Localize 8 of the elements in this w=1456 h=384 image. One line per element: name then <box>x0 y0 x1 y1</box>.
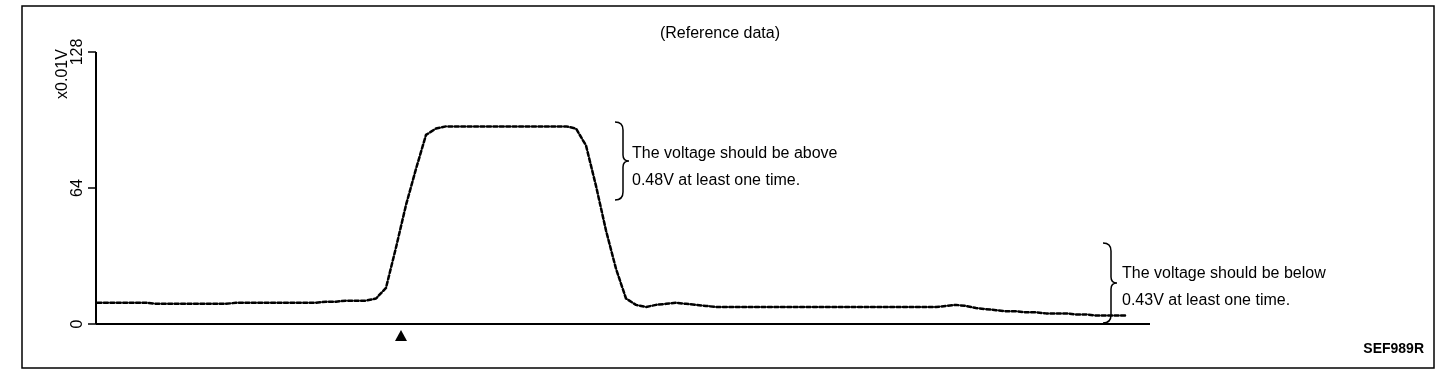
y-tick-label: 64 <box>68 179 85 197</box>
chart-title: (Reference data) <box>659 24 781 41</box>
y-tick-label: 0 <box>68 319 85 329</box>
y-tick-label: 128 <box>68 38 85 66</box>
annotation: The voltage should be above 0.48V at least one time. <box>632 144 838 188</box>
annotation: The voltage should be below 0.43V at least one time. <box>1122 264 1327 308</box>
text: SEF989R <box>1363 340 1424 356</box>
y-axis-title: x0.01V <box>53 48 70 99</box>
